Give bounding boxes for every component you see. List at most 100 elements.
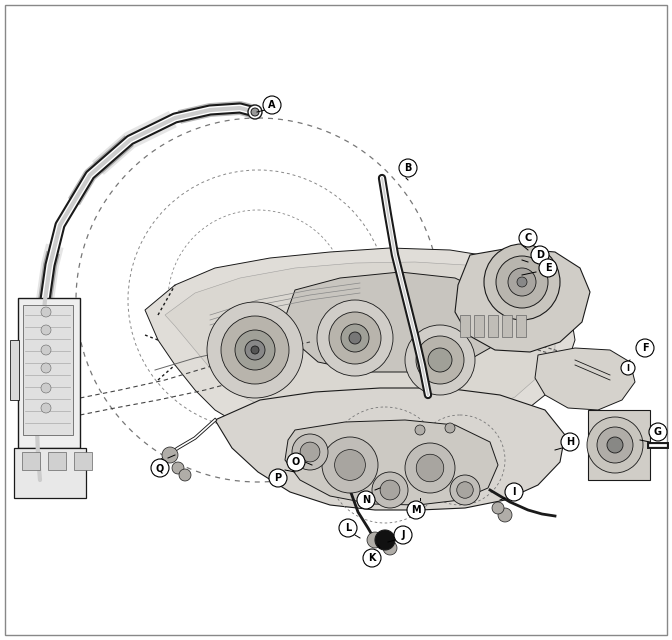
Circle shape bbox=[484, 244, 560, 320]
Circle shape bbox=[322, 437, 378, 493]
Circle shape bbox=[248, 105, 262, 119]
Bar bbox=[48, 452, 66, 470]
Bar bbox=[502, 315, 512, 337]
Circle shape bbox=[151, 459, 169, 477]
Bar bbox=[14, 448, 86, 498]
Circle shape bbox=[300, 442, 320, 462]
Circle shape bbox=[251, 346, 259, 354]
Circle shape bbox=[445, 423, 455, 433]
Bar bbox=[10, 340, 19, 400]
Circle shape bbox=[329, 312, 381, 364]
Circle shape bbox=[399, 159, 417, 177]
Circle shape bbox=[607, 437, 623, 453]
Circle shape bbox=[357, 491, 375, 509]
Circle shape bbox=[162, 447, 178, 463]
Circle shape bbox=[505, 483, 523, 501]
Circle shape bbox=[519, 229, 537, 247]
Circle shape bbox=[415, 425, 425, 435]
Polygon shape bbox=[145, 248, 575, 448]
Circle shape bbox=[416, 336, 464, 384]
Circle shape bbox=[405, 325, 475, 395]
Circle shape bbox=[363, 549, 381, 567]
Text: P: P bbox=[274, 473, 282, 483]
Circle shape bbox=[41, 403, 51, 413]
Circle shape bbox=[539, 259, 557, 277]
Text: B: B bbox=[405, 163, 412, 173]
Circle shape bbox=[41, 363, 51, 373]
Polygon shape bbox=[285, 272, 500, 372]
Bar bbox=[18, 298, 80, 448]
Circle shape bbox=[450, 475, 480, 505]
Circle shape bbox=[531, 246, 549, 264]
Bar bbox=[23, 305, 73, 435]
Circle shape bbox=[172, 462, 184, 474]
Polygon shape bbox=[165, 262, 555, 424]
Polygon shape bbox=[455, 248, 590, 352]
Circle shape bbox=[428, 348, 452, 372]
Circle shape bbox=[41, 383, 51, 393]
Bar bbox=[488, 315, 498, 337]
Polygon shape bbox=[285, 420, 498, 505]
Circle shape bbox=[207, 302, 303, 398]
Circle shape bbox=[287, 453, 305, 471]
Circle shape bbox=[496, 256, 548, 308]
Text: F: F bbox=[642, 343, 648, 353]
Circle shape bbox=[41, 307, 51, 317]
Circle shape bbox=[498, 508, 512, 522]
Text: I: I bbox=[626, 364, 630, 372]
Circle shape bbox=[561, 433, 579, 451]
Circle shape bbox=[492, 502, 504, 514]
Text: L: L bbox=[345, 523, 351, 533]
Circle shape bbox=[649, 423, 667, 441]
Circle shape bbox=[416, 454, 444, 482]
Circle shape bbox=[341, 324, 369, 352]
Text: C: C bbox=[524, 233, 532, 243]
Bar bbox=[74, 452, 92, 470]
Circle shape bbox=[263, 96, 281, 114]
Circle shape bbox=[621, 361, 635, 375]
Circle shape bbox=[517, 277, 527, 287]
Circle shape bbox=[292, 434, 328, 470]
Circle shape bbox=[251, 108, 259, 116]
Bar bbox=[588, 410, 650, 480]
Circle shape bbox=[372, 472, 408, 508]
Text: I: I bbox=[512, 487, 515, 497]
Text: M: M bbox=[411, 505, 421, 515]
Circle shape bbox=[375, 530, 395, 550]
Circle shape bbox=[383, 541, 397, 555]
Circle shape bbox=[407, 501, 425, 519]
Circle shape bbox=[317, 300, 393, 376]
Text: E: E bbox=[545, 263, 551, 273]
Circle shape bbox=[235, 330, 275, 370]
Bar bbox=[22, 452, 40, 470]
Circle shape bbox=[597, 427, 633, 463]
Text: N: N bbox=[362, 495, 370, 505]
Text: H: H bbox=[566, 437, 574, 447]
Circle shape bbox=[349, 332, 361, 344]
Circle shape bbox=[587, 417, 643, 473]
Circle shape bbox=[269, 469, 287, 487]
Circle shape bbox=[367, 532, 383, 548]
Circle shape bbox=[457, 482, 473, 499]
Bar bbox=[516, 315, 526, 337]
Polygon shape bbox=[215, 388, 565, 510]
Text: J: J bbox=[401, 530, 405, 540]
Circle shape bbox=[405, 443, 455, 493]
Bar bbox=[460, 315, 470, 337]
Circle shape bbox=[41, 345, 51, 355]
Text: D: D bbox=[536, 250, 544, 260]
Text: K: K bbox=[368, 553, 376, 563]
Circle shape bbox=[339, 519, 357, 537]
Bar bbox=[474, 315, 484, 337]
Text: O: O bbox=[292, 457, 300, 467]
Text: G: G bbox=[654, 427, 662, 437]
Circle shape bbox=[636, 339, 654, 357]
Polygon shape bbox=[535, 348, 635, 410]
Circle shape bbox=[221, 316, 289, 384]
Text: A: A bbox=[268, 100, 276, 110]
Circle shape bbox=[380, 480, 400, 500]
Circle shape bbox=[335, 449, 366, 481]
Circle shape bbox=[41, 325, 51, 335]
Circle shape bbox=[245, 340, 265, 360]
Circle shape bbox=[179, 469, 191, 481]
